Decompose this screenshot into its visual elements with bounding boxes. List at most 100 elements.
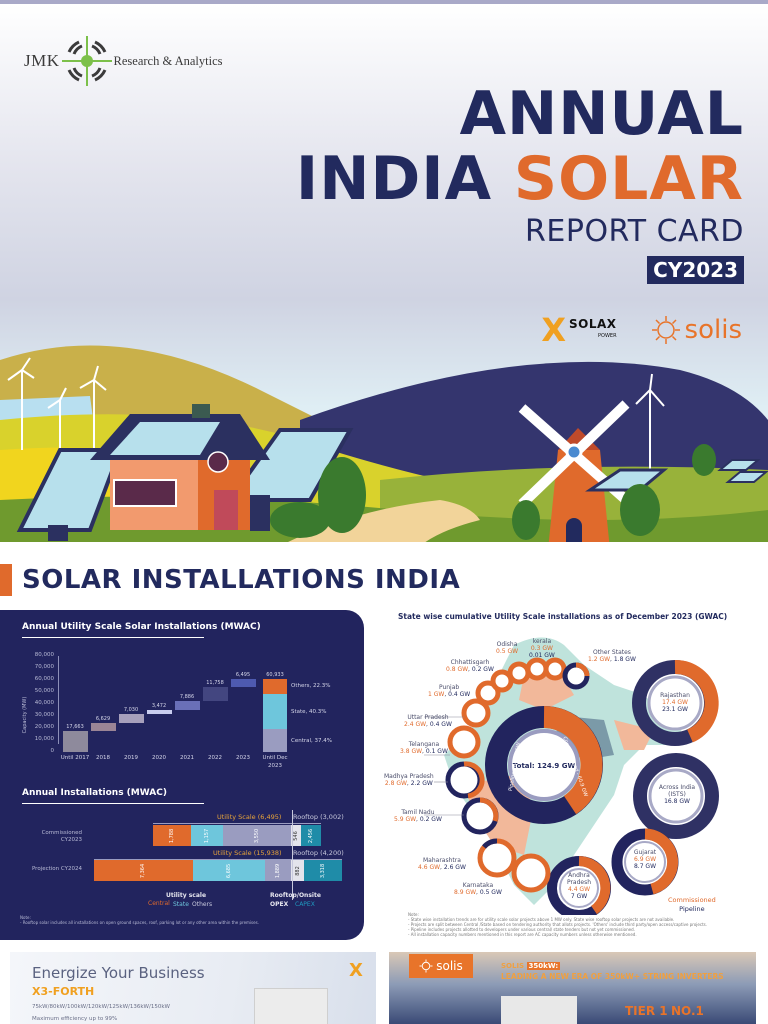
bar-2018	[91, 723, 116, 731]
title-india-solar: INDIA SOLAR	[296, 146, 744, 212]
bar-2019	[119, 714, 144, 723]
group-line	[153, 823, 321, 824]
ad-specs: 75kW/80kW/100kW/120kW/125kW/136kW/150kW	[32, 1004, 170, 1010]
label-maharashtra: Maharashtra 4.6 GW, 2.6 GW	[418, 857, 466, 871]
map-note-title: Note:	[408, 912, 419, 917]
map-note-line: - Projects are split between Central /St…	[408, 922, 707, 927]
top-border	[0, 0, 768, 4]
solis-ad-banner[interactable]: solis SOLIS 350kW: LEADING A NEW ERA OF …	[389, 952, 756, 1024]
title-solar: SOLAR	[513, 144, 744, 214]
y-tick: 70,000	[34, 664, 54, 670]
x-tick: 2018	[96, 755, 110, 761]
waterfall-chart: Capacity (MW) 80,000 70,000 60,000 50,00…	[0, 650, 364, 780]
y-tick: 60,000	[34, 676, 54, 682]
left-note-text: - Rooftop solar includes all installatio…	[20, 920, 259, 925]
x-tick: 2023	[236, 755, 250, 761]
solax-logo: X SOLAX POWER	[541, 314, 616, 346]
x-tick: Until 2017	[60, 755, 90, 761]
bar-value: 11,758	[206, 680, 224, 686]
map-note: Note: - State wise installation trends a…	[408, 912, 707, 937]
ad-model: X3-FORTH	[32, 985, 95, 998]
seg-others-2024: 1,889	[265, 860, 291, 881]
title-annual: ANNUAL	[459, 79, 744, 149]
legend-others: Others, 22.3%	[291, 683, 331, 689]
solis-ad-logo: solis	[409, 954, 473, 978]
bar-value: 6,495	[235, 672, 251, 678]
bar-value: 17,663	[66, 724, 84, 730]
solax-name: SOLAX	[569, 317, 617, 331]
label-ists: Across India (ISTS) 16.8 GW	[658, 784, 696, 805]
label-chhattisgarh: Chhattisgarh 0.8 GW, 0.2 GW	[446, 659, 494, 673]
legend-others: Others	[192, 901, 213, 908]
india-donut-map: Total: 124.9 GW Pipeline - 64.01 GW Comm…	[424, 637, 719, 915]
map-legend: Commissioned Pipeline	[668, 896, 716, 914]
seg-state-2024: 6,685	[193, 860, 265, 881]
label-uttar-pradesh: Uttar Pradesh 2.4 GW, 0.4 GW	[404, 714, 452, 728]
y-tick: 40,000	[34, 700, 54, 706]
section-title: SOLAR INSTALLATIONS INDIA	[22, 565, 461, 595]
x-tick: 2020	[152, 755, 166, 761]
landscape-illustration	[0, 345, 768, 542]
y-tick: 10,000	[34, 736, 54, 742]
legend-opex: OPEX	[270, 901, 289, 908]
bar-2020	[147, 710, 172, 714]
map-note-line: - All installation capacity numbers ment…	[408, 932, 637, 937]
title-report-card: REPORT CARD	[525, 214, 744, 249]
sponsor-logos: X SOLAX POWER solis	[541, 314, 742, 346]
tier1-badge: TIER 1	[625, 1004, 668, 1018]
ad-headline1: SOLIS 350kW:	[501, 962, 561, 970]
label-tamil-nadu: Tamil Nadu 5.9 GW, 0.2 GW	[394, 809, 442, 823]
annual-installations-title: Annual Installations (MWAC)	[22, 788, 204, 804]
seg-opex-2023: 546	[291, 825, 301, 846]
label-madhya-pradesh: Madhya Pradesh 2.8 GW, 2.2 GW	[384, 773, 434, 787]
title-india: INDIA	[295, 144, 493, 214]
y-axis-line	[58, 656, 59, 744]
solis-ad-logo-text: solis	[436, 959, 463, 973]
utility-rooftop-divider	[292, 810, 293, 900]
seg-state-2023: 1,157	[191, 825, 223, 846]
ad-headline: Energize Your Business	[32, 964, 205, 982]
label-andhra-pradesh: Andhra Pradesh 4.4 GW 7 GW	[566, 872, 592, 900]
seg-central-2023: 1,788	[153, 825, 191, 846]
label-odisha: Odisha 0.5 GW	[496, 641, 519, 655]
installations-panel: Annual Utility Scale Solar Installations…	[0, 610, 364, 940]
bar-value: 3,472	[151, 703, 167, 709]
solax-x-icon: X	[541, 311, 567, 349]
solax-badge: X	[346, 962, 366, 986]
solax-x-icon: X	[349, 960, 363, 981]
bar-2023	[231, 679, 256, 687]
x-tick: 2021	[180, 755, 194, 761]
total-label: Total: 124.9 GW	[513, 762, 576, 770]
group-label-rooftop-2024: Rooftop (4,200)	[293, 849, 344, 857]
y-tick: 50,000	[34, 688, 54, 694]
no1-badge: NO.1	[671, 1004, 704, 1018]
x-tick: 2022	[208, 755, 222, 761]
legend-utility-title: Utility scale	[165, 892, 207, 899]
label-telangana: Telangana 3.8 GW, 0.1 GW	[400, 741, 448, 755]
logo-tagline: Research & Analytics	[113, 53, 223, 68]
inverter-image	[254, 988, 328, 1024]
bar-2021	[175, 701, 200, 710]
seg-central-2024: 7,364	[94, 860, 193, 881]
bar-total-others	[263, 679, 287, 694]
bar-total-central	[263, 729, 287, 752]
sun-icon	[651, 316, 680, 344]
solax-ad-banner[interactable]: Energize Your Business X3-FORTH 75kW/80k…	[10, 952, 376, 1024]
inverter-image	[501, 996, 577, 1024]
legend-state: State	[173, 901, 189, 908]
year-badge: CY2023	[647, 256, 744, 284]
group-line	[94, 859, 342, 860]
seg-opex-2024: 882	[291, 860, 304, 881]
seg-capex-2023: 2,456	[301, 825, 321, 846]
legend-central: Central, 37.4%	[291, 738, 332, 744]
logo-jmk-text: JMK	[24, 51, 60, 70]
jmk-logo: JMK Research & Analytics	[24, 34, 223, 88]
y-tick: 30,000	[34, 712, 54, 718]
legend-commissioned: Commissioned	[668, 896, 716, 904]
legend-capex: CAPEX	[295, 901, 315, 908]
group-label-utility-2024: Utility Scale (15,938)	[213, 849, 282, 857]
crosshair-icon	[61, 36, 112, 86]
seg-capex-2024: 3,318	[304, 860, 342, 881]
seg-others-2023: 3,550	[223, 825, 291, 846]
waterfall-chart-title: Annual Utility Scale Solar Installations…	[22, 622, 261, 638]
